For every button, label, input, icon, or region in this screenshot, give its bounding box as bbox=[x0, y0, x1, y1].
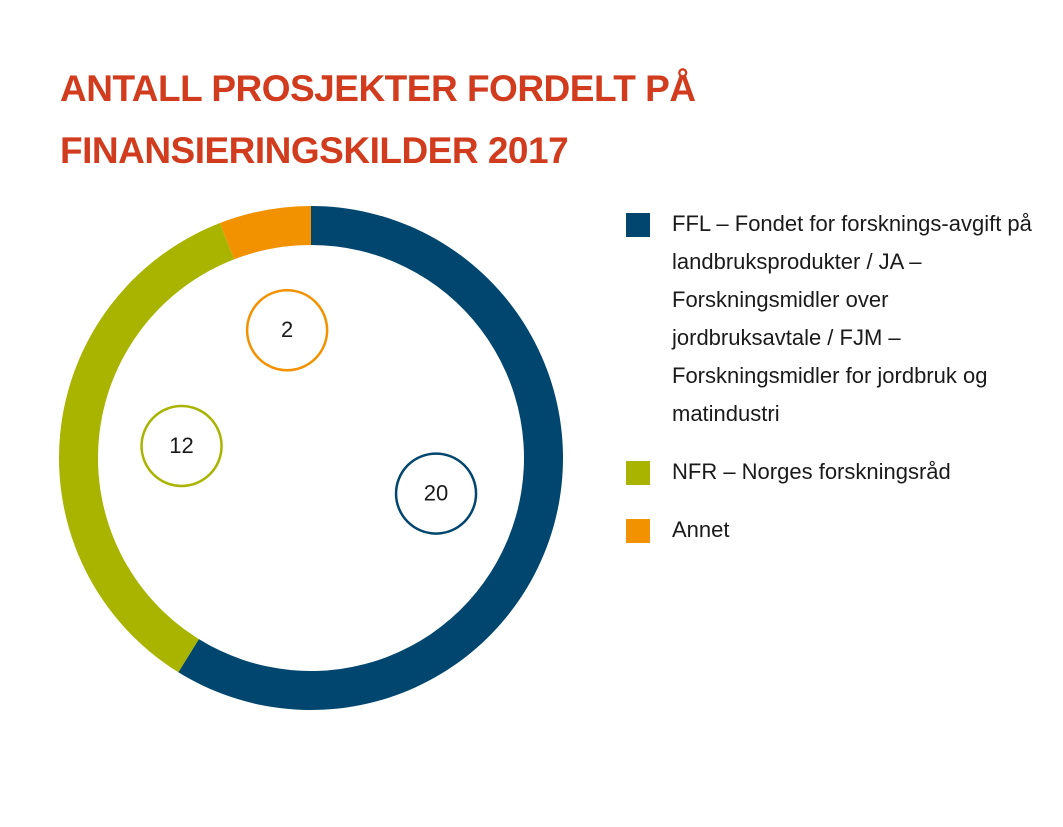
donut-segment bbox=[219, 206, 311, 260]
legend-label: Annet bbox=[672, 517, 730, 542]
legend-swatch bbox=[626, 519, 650, 543]
value-label: 20 bbox=[424, 480, 448, 505]
legend-swatch bbox=[626, 461, 650, 485]
chart-title: ANTALL PROSJEKTER FORDELT PÅ FINANSIERIN… bbox=[60, 68, 696, 171]
value-badge bbox=[245, 288, 329, 372]
value-badge bbox=[394, 452, 478, 535]
legend-item: Annet bbox=[626, 511, 1036, 549]
legend-label: FFL – Fondet for forsknings-avgift på la… bbox=[672, 211, 1032, 426]
value-label: 12 bbox=[169, 433, 193, 458]
legend-label: NFR – Norges forskningsråd bbox=[672, 459, 951, 484]
legend: FFL – Fondet for forsknings-avgift på la… bbox=[626, 205, 1036, 569]
donut-segment bbox=[58, 223, 235, 673]
legend-item: FFL – Fondet for forsknings-avgift på la… bbox=[626, 205, 1036, 433]
donut-segment bbox=[178, 206, 563, 710]
legend-swatch bbox=[626, 213, 650, 237]
value-label: 2 bbox=[281, 317, 293, 342]
legend-item: NFR – Norges forskningsråd bbox=[626, 453, 1036, 491]
value-badge bbox=[140, 404, 223, 488]
